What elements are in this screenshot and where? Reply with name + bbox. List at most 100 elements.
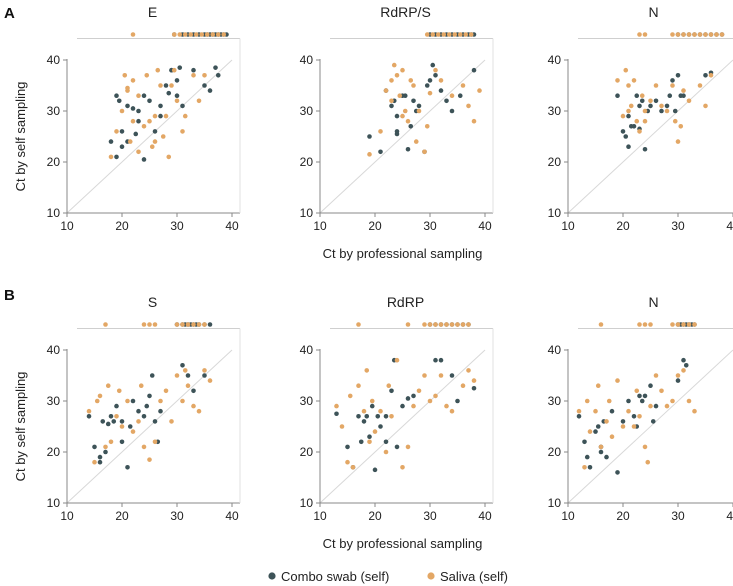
data-point bbox=[196, 98, 202, 104]
data-point bbox=[678, 124, 684, 129]
data-point bbox=[446, 32, 452, 37]
data-point bbox=[686, 98, 692, 104]
data-point bbox=[394, 129, 400, 134]
legend-combo-marker bbox=[268, 572, 276, 580]
series-saliva bbox=[367, 32, 482, 157]
y-tick-label: 40 bbox=[300, 53, 314, 67]
data-point bbox=[210, 32, 216, 37]
data-point bbox=[347, 393, 353, 399]
data-point bbox=[114, 414, 119, 419]
data-point bbox=[433, 357, 438, 363]
data-point bbox=[653, 98, 659, 104]
data-point bbox=[639, 93, 645, 98]
data-point bbox=[604, 419, 609, 424]
data-point bbox=[136, 419, 141, 424]
data-point bbox=[361, 408, 367, 414]
data-point bbox=[435, 32, 441, 37]
data-point bbox=[204, 32, 210, 37]
x-tick-label: 20 bbox=[115, 509, 129, 523]
y-tick-label: 30 bbox=[548, 394, 562, 408]
data-point bbox=[108, 139, 114, 144]
data-point bbox=[675, 373, 681, 378]
data-point bbox=[670, 398, 675, 404]
y-tick-label: 10 bbox=[548, 206, 562, 220]
data-point bbox=[637, 103, 642, 109]
data-point bbox=[457, 93, 463, 98]
data-point bbox=[108, 414, 114, 419]
x-tick-label: 10 bbox=[561, 219, 575, 233]
data-point bbox=[620, 113, 626, 119]
data-point bbox=[637, 322, 642, 327]
data-point bbox=[130, 78, 136, 83]
data-point bbox=[672, 118, 678, 124]
data-point bbox=[105, 383, 111, 389]
data-point bbox=[391, 62, 397, 68]
data-point bbox=[686, 322, 692, 327]
legend-saliva-marker bbox=[427, 572, 435, 580]
data-point bbox=[438, 78, 444, 83]
chart-a-2: RdRP/S 10 20 30 40 10 20 30 40 Ct by professional… bbox=[300, 4, 494, 261]
data-point bbox=[397, 93, 403, 98]
identity-line bbox=[66, 349, 233, 504]
data-point bbox=[361, 419, 367, 424]
y-tick-label: 40 bbox=[548, 343, 562, 357]
data-point bbox=[582, 439, 587, 445]
data-point bbox=[653, 403, 659, 409]
data-point bbox=[345, 459, 350, 465]
data-point bbox=[681, 357, 686, 363]
x-tick-label: 20 bbox=[115, 219, 129, 233]
data-point bbox=[152, 322, 158, 327]
identity-line bbox=[567, 349, 733, 504]
data-point bbox=[364, 368, 370, 373]
data-point bbox=[438, 322, 444, 327]
series-combo bbox=[367, 32, 477, 155]
data-point bbox=[171, 67, 177, 73]
data-point bbox=[452, 32, 458, 37]
data-point bbox=[97, 393, 103, 399]
data-point bbox=[438, 357, 444, 363]
data-point bbox=[221, 32, 227, 37]
data-point bbox=[683, 363, 689, 368]
data-point bbox=[97, 459, 103, 465]
data-point bbox=[471, 67, 477, 73]
data-point bbox=[606, 398, 612, 404]
data-point bbox=[141, 124, 147, 129]
data-point bbox=[449, 322, 455, 327]
data-point bbox=[152, 113, 158, 119]
legend-saliva-label: Saliva (self) bbox=[440, 569, 508, 584]
data-point bbox=[394, 357, 400, 363]
data-point bbox=[634, 118, 640, 124]
data-point bbox=[202, 83, 207, 88]
data-point bbox=[449, 408, 455, 414]
data-point bbox=[372, 467, 378, 473]
data-point bbox=[466, 103, 471, 109]
data-point bbox=[383, 439, 389, 445]
data-point bbox=[174, 98, 180, 104]
data-point bbox=[144, 403, 150, 409]
data-point bbox=[125, 85, 130, 91]
data-point bbox=[422, 373, 427, 378]
data-point bbox=[416, 388, 422, 394]
data-point bbox=[648, 103, 653, 109]
x-tick-label: 40 bbox=[726, 509, 733, 523]
data-point bbox=[593, 408, 598, 414]
data-point bbox=[681, 368, 686, 373]
series-combo bbox=[576, 322, 697, 475]
chart-b-2: RdRP 10 20 30 40 10 20 30 40 Ct by professional s… bbox=[300, 294, 494, 551]
data-point bbox=[196, 322, 202, 327]
data-point bbox=[177, 32, 183, 37]
x-tick-label: 40 bbox=[478, 509, 492, 523]
identity-line bbox=[319, 349, 486, 504]
panel-label-a: A bbox=[4, 5, 15, 22]
data-point bbox=[372, 429, 378, 434]
y-tick-label: 20 bbox=[548, 445, 562, 459]
x-tick-label: 20 bbox=[368, 509, 382, 523]
data-point bbox=[615, 93, 620, 98]
data-point bbox=[430, 62, 436, 68]
data-point bbox=[631, 424, 637, 429]
data-point bbox=[394, 73, 400, 78]
panel-label-b: B bbox=[4, 287, 15, 304]
data-point bbox=[648, 322, 653, 327]
data-point bbox=[441, 32, 447, 37]
data-point bbox=[411, 393, 416, 399]
